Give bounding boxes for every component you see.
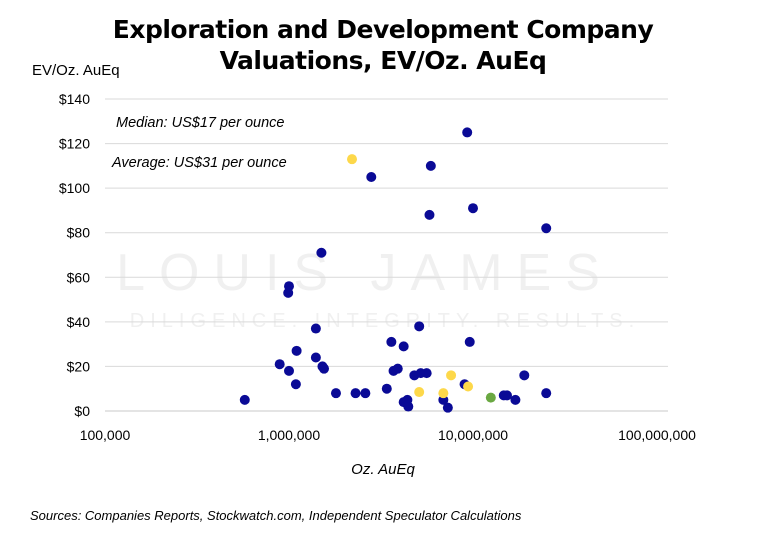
x-tick-label: 100,000,000 bbox=[618, 427, 696, 443]
data-point-yellow bbox=[446, 370, 457, 381]
data-point-blue bbox=[310, 323, 321, 334]
data-point-blue bbox=[386, 336, 397, 347]
data-point-blue bbox=[541, 223, 552, 234]
data-point-blue bbox=[239, 394, 250, 405]
data-point-blue bbox=[360, 388, 371, 399]
data-point-blue bbox=[330, 388, 341, 399]
source-note: Sources: Companies Reports, Stockwatch.c… bbox=[30, 508, 522, 523]
data-point-blue bbox=[350, 388, 361, 399]
data-point-blue bbox=[310, 352, 321, 363]
y-axis-label: EV/Oz. AuEq bbox=[32, 62, 120, 79]
data-point-blue bbox=[442, 402, 453, 413]
data-point-blue bbox=[366, 172, 377, 182]
data-point-blue bbox=[291, 345, 302, 356]
data-point-blue bbox=[284, 365, 294, 376]
y-tick-label: $60 bbox=[67, 269, 91, 285]
x-axis-label: Oz. AuEq bbox=[351, 461, 415, 478]
data-point-blue bbox=[510, 394, 521, 405]
average-annotation: Average: US$31 per ounce bbox=[112, 155, 287, 171]
data-point-blue bbox=[392, 363, 403, 374]
y-tick-label: $0 bbox=[74, 403, 90, 419]
data-point-blue bbox=[290, 379, 301, 390]
data-point-blue bbox=[283, 287, 294, 298]
data-point-blue bbox=[501, 390, 512, 401]
data-point-blue bbox=[421, 368, 432, 379]
watermark-name: LOUIS JAMES bbox=[116, 244, 614, 302]
y-tick-label: $140 bbox=[59, 91, 90, 107]
x-tick-label: 100,000 bbox=[80, 427, 131, 443]
data-point-blue bbox=[462, 127, 473, 138]
y-tick-label: $100 bbox=[59, 180, 90, 196]
title-line-1: Exploration and Development Company bbox=[112, 15, 654, 44]
y-tick-label: $120 bbox=[59, 136, 90, 152]
data-point-blue bbox=[274, 359, 285, 370]
data-point-blue bbox=[424, 209, 435, 220]
data-point-blue bbox=[519, 370, 530, 381]
data-point-blue bbox=[464, 336, 475, 347]
y-tick-label: $80 bbox=[67, 225, 91, 241]
data-point-yellow bbox=[414, 387, 425, 398]
x-tick-label: 1,000,000 bbox=[258, 427, 320, 443]
data-point-blue bbox=[425, 160, 436, 171]
data-point-blue bbox=[319, 363, 330, 374]
data-point-blue bbox=[381, 383, 392, 394]
watermark-tagline: DILIGENCE. INTEGRITY. RESULTS. bbox=[130, 310, 640, 332]
data-point-green bbox=[485, 392, 496, 403]
median-annotation: Median: US$17 per ounce bbox=[116, 115, 285, 131]
data-point-yellow bbox=[347, 154, 358, 165]
data-point-yellow bbox=[463, 381, 474, 392]
data-point-blue bbox=[403, 401, 414, 412]
y-tick-label: $20 bbox=[67, 358, 91, 374]
title-line-2: Valuations, EV/Oz. AuEq bbox=[219, 46, 547, 75]
chart-title: Exploration and Development Company Valu… bbox=[0, 14, 766, 76]
data-point-blue bbox=[398, 341, 409, 352]
y-tick-label: $40 bbox=[67, 314, 91, 330]
data-point-yellow bbox=[438, 388, 449, 399]
data-point-blue bbox=[468, 203, 478, 214]
data-point-blue bbox=[414, 321, 425, 332]
data-point-blue bbox=[541, 388, 552, 399]
data-point-blue bbox=[316, 247, 327, 258]
x-tick-label: 10,000,000 bbox=[438, 427, 508, 443]
